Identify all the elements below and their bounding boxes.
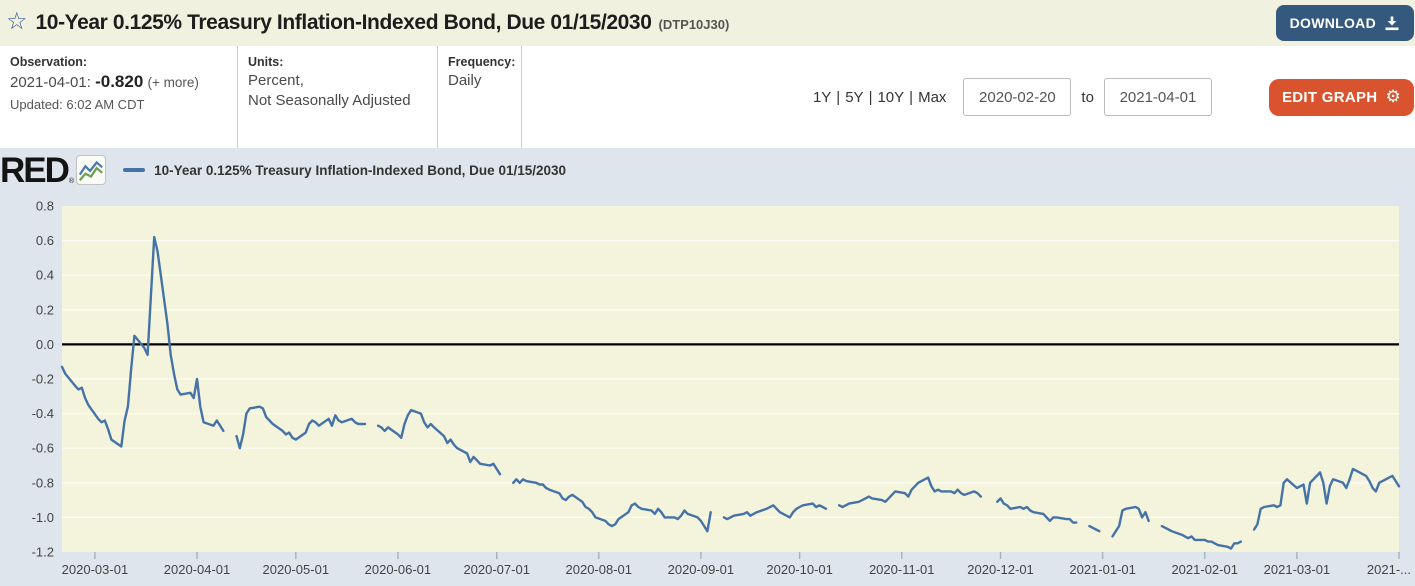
x-tick-label: 2021-...	[1367, 562, 1411, 577]
x-tick-label: 2020-08-01	[566, 562, 633, 577]
range-1y[interactable]: 1Y	[812, 88, 832, 106]
range-10y[interactable]: 10Y	[877, 88, 905, 106]
range-5y[interactable]: 5Y	[845, 88, 864, 106]
legend-line-swatch	[123, 168, 146, 172]
download-icon	[1385, 16, 1399, 30]
date-range-to-label: to	[1081, 88, 1094, 106]
y-tick-label: -0.4	[32, 406, 54, 421]
units-line2: Not Seasonally Adjusted	[248, 92, 411, 110]
edit-graph-label: EDIT GRAPH	[1281, 88, 1378, 106]
page-title-text: 10-Year 0.125% Treasury Inflation-Indexe…	[35, 11, 652, 34]
y-tick-label: -0.2	[32, 372, 54, 387]
info-bar: Observation: 2021-04-01: -0.820 (+ more)…	[0, 46, 1415, 148]
fred-sparkline-icon	[76, 155, 107, 185]
frequency-value: Daily	[448, 72, 482, 89]
x-tick-label: 2021-02-01	[1171, 562, 1238, 577]
frequency-cell: Frequency: Daily	[438, 46, 522, 148]
range-separator: |	[868, 88, 873, 106]
title-bar: ☆ 10-Year 0.125% Treasury Inflation-Inde…	[0, 0, 1415, 46]
x-tick-label: 2020-09-01	[668, 562, 735, 577]
y-tick-label: -0.6	[32, 441, 54, 456]
download-button[interactable]: DOWNLOAD	[1275, 5, 1414, 41]
y-tick-label: 0.2	[36, 302, 54, 317]
chart-canvas[interactable]: 0.8 0.6 0.4 0.2 0.0 -0.2 -0.4 -0.6 -0.8 -1.0 -1.2 2…	[0, 148, 1415, 586]
x-tick-label: 2021-03-01	[1264, 562, 1331, 577]
observation-date: 2021-04-01:	[10, 74, 91, 91]
units-cell: Units: Percent, Not Seasonally Adjusted	[238, 46, 438, 148]
edit-graph-button[interactable]: EDIT GRAPH ⚙	[1268, 78, 1414, 116]
observation-more-link[interactable]: (+ more)	[147, 75, 199, 90]
legend: 10-Year 0.125% Treasury Inflation-Indexe…	[123, 163, 566, 178]
x-tick-label: 2020-12-01	[967, 562, 1034, 577]
series-id: (DTP10J30)	[658, 17, 730, 32]
range-separator: |	[909, 88, 914, 106]
end-date-input[interactable]	[1103, 78, 1212, 116]
chart-section: RED ® 10-Year 0.125% Treasury Inflation-…	[0, 148, 1415, 586]
x-tick-label: 2020-07-01	[463, 562, 530, 577]
y-tick-label: 0.4	[36, 268, 54, 283]
chart-header: RED ® 10-Year 0.125% Treasury Inflation-…	[0, 152, 566, 188]
series-line[interactable]	[60, 235, 1401, 550]
range-controls: 1Y|5Y|10Y|Max to EDIT GRAPH ⚙	[813, 46, 1415, 148]
y-tick-label: -0.8	[32, 475, 54, 490]
observation-updated: Updated: 6:02 AM CDT	[10, 96, 145, 112]
x-tick-label: 2020-06-01	[365, 562, 432, 577]
x-tick-label: 2020-03-01	[62, 562, 129, 577]
frequency-label: Frequency:	[448, 55, 516, 69]
x-tick-label: 2020-05-01	[263, 562, 330, 577]
observation-label: Observation:	[10, 55, 88, 69]
download-button-label: DOWNLOAD	[1289, 15, 1376, 31]
range-links: 1Y | 5Y | 10Y | Max	[813, 89, 946, 106]
page-title: 10-Year 0.125% Treasury Inflation-Indexe…	[36, 11, 730, 35]
x-tick-label: 2020-04-01	[164, 562, 231, 577]
gear-icon: ⚙	[1385, 86, 1401, 107]
x-tick-label: 2020-10-01	[766, 562, 833, 577]
favorite-star-icon[interactable]: ☆	[6, 8, 28, 35]
range-max[interactable]: Max	[918, 88, 947, 106]
x-tick-label: 2021-01-01	[1069, 562, 1136, 577]
range-separator: |	[836, 88, 841, 106]
x-tick-label: 2020-11-01	[869, 562, 935, 577]
y-tick-label: 0.6	[36, 233, 54, 248]
legend-series-label: 10-Year 0.125% Treasury Inflation-Indexe…	[154, 162, 567, 178]
y-tick-label: -1.2	[32, 545, 54, 560]
y-tick-label: 0.8	[36, 199, 54, 214]
fred-logo[interactable]: RED	[0, 150, 70, 190]
start-date-input[interactable]	[963, 78, 1072, 116]
fred-logo-registered-mark: ®	[68, 178, 75, 185]
units-label: Units:	[248, 55, 284, 69]
units-line1: Percent,	[248, 72, 304, 89]
y-tick-label: 0.0	[36, 337, 54, 352]
observation-value: -0.820	[95, 72, 144, 91]
observation-cell: Observation: 2021-04-01: -0.820 (+ more)…	[0, 46, 238, 148]
y-tick-label: -1.0	[32, 510, 54, 525]
